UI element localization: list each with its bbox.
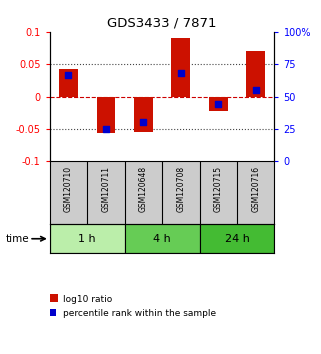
Bar [171,38,190,97]
Text: log10 ratio: log10 ratio [63,295,112,304]
Point [141,120,146,125]
Bar [247,51,265,97]
Bar [97,97,115,133]
Text: GSM120708: GSM120708 [176,166,185,212]
Text: GSM120716: GSM120716 [251,166,260,212]
Text: percentile rank within the sample: percentile rank within the sample [63,309,216,318]
Bar [50,224,125,253]
Point [178,70,183,76]
Point [66,72,71,78]
Title: GDS3433 / 7871: GDS3433 / 7871 [107,16,217,29]
Text: GSM120710: GSM120710 [64,166,73,212]
Bar [125,224,200,253]
Text: 1 h: 1 h [78,234,96,244]
Text: GSM120711: GSM120711 [101,166,110,212]
Point [253,87,258,93]
Text: time: time [5,234,29,244]
Point [216,102,221,107]
Bar [59,69,78,97]
Bar [200,224,274,253]
Point [103,126,108,132]
Text: GSM120715: GSM120715 [214,166,223,212]
Text: 4 h: 4 h [153,234,171,244]
Bar [134,97,153,132]
Bar [209,97,228,111]
Text: GSM120648: GSM120648 [139,166,148,212]
Text: 24 h: 24 h [225,234,249,244]
